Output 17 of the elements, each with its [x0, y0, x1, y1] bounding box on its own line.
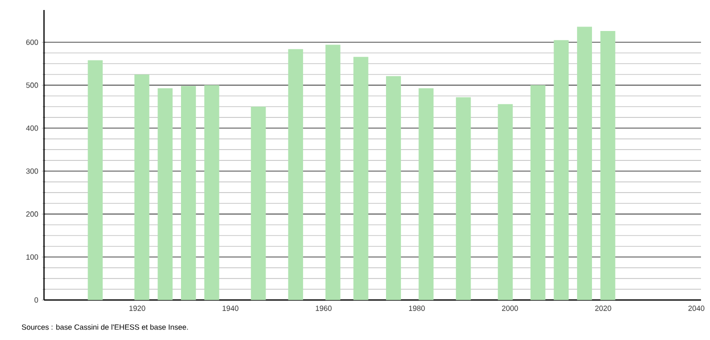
bar	[288, 49, 304, 300]
bar	[600, 31, 616, 300]
bar	[456, 97, 471, 300]
bar	[134, 74, 150, 300]
bar	[158, 88, 173, 300]
bar	[577, 26, 592, 300]
bar	[498, 104, 513, 300]
bar	[88, 60, 103, 300]
bar	[325, 44, 340, 300]
bar	[353, 56, 368, 300]
bar	[386, 76, 401, 300]
bar	[180, 86, 196, 300]
bar	[250, 106, 266, 300]
bar	[554, 40, 569, 300]
bar	[530, 85, 546, 300]
bar	[204, 85, 220, 300]
bar	[418, 88, 434, 300]
